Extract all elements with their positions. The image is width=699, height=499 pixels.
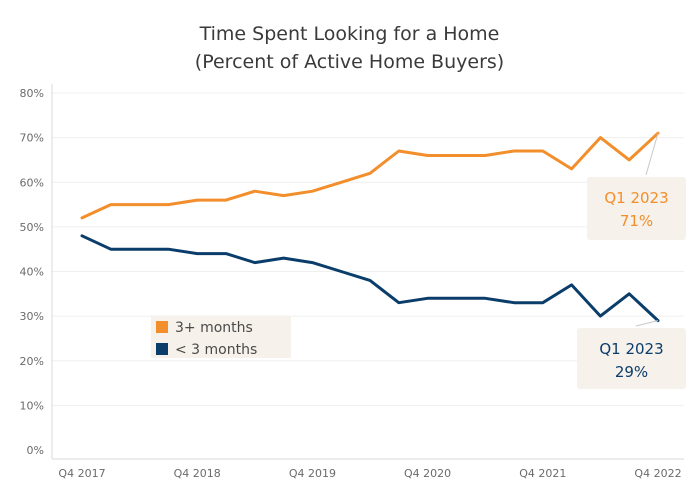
y-tick-label: 0% bbox=[27, 444, 44, 457]
series-lines bbox=[80, 131, 660, 323]
legend-swatch-0 bbox=[156, 321, 168, 333]
callout-value-1: 29% bbox=[615, 363, 648, 381]
x-tick-label: Q4 2021 bbox=[519, 467, 566, 480]
callout-box-1 bbox=[577, 328, 686, 389]
annotations: Q1 2023 71% Q1 2023 29% bbox=[577, 133, 686, 389]
x-axis-ticks: Q4 2017 Q4 2018 Q4 2019 Q4 2020 Q4 2021 Q4 20… bbox=[58, 467, 681, 480]
x-tick-label: Q4 2018 bbox=[174, 467, 221, 480]
legend-swatch-1 bbox=[156, 343, 168, 355]
legend-box bbox=[151, 316, 291, 358]
callout-leader-0 bbox=[645, 133, 659, 176]
callout-box-0 bbox=[587, 177, 686, 240]
chart-title-line-1: Time Spent Looking for a Home bbox=[199, 23, 500, 45]
series-line-0 bbox=[80, 131, 660, 220]
y-tick-label: 10% bbox=[20, 399, 44, 412]
callout-period-0: Q1 2023 bbox=[604, 189, 668, 207]
y-tick-label: 30% bbox=[20, 310, 44, 323]
x-tick-label: Q4 2019 bbox=[289, 467, 336, 480]
axes bbox=[51, 84, 684, 460]
y-tick-label: 50% bbox=[20, 221, 44, 234]
y-tick-label: 40% bbox=[20, 266, 44, 279]
y-tick-label: 60% bbox=[20, 176, 44, 189]
legend-label-0: 3+ months bbox=[175, 320, 253, 336]
x-tick-label: Q4 2020 bbox=[404, 467, 451, 480]
x-tick-label: Q4 2017 bbox=[58, 467, 105, 480]
y-tick-label: 80% bbox=[20, 87, 44, 100]
x-tick-label: Q4 2022 bbox=[634, 467, 681, 480]
series-line-1 bbox=[80, 234, 660, 323]
legend-label-1: < 3 months bbox=[175, 342, 257, 358]
y-axis-ticks: 0% 10% 20% 30% 40% 50% 60% 70% 80% bbox=[20, 87, 44, 457]
y-tick-label: 20% bbox=[20, 355, 44, 368]
y-tick-label: 70% bbox=[20, 132, 44, 145]
legend: 3+ months < 3 months bbox=[151, 316, 291, 358]
callout-leader-1 bbox=[635, 320, 659, 327]
chart-title-line-2: (Percent of Active Home Buyers) bbox=[195, 51, 504, 73]
callout-period-1: Q1 2023 bbox=[599, 340, 663, 358]
callout-value-0: 71% bbox=[620, 212, 653, 230]
